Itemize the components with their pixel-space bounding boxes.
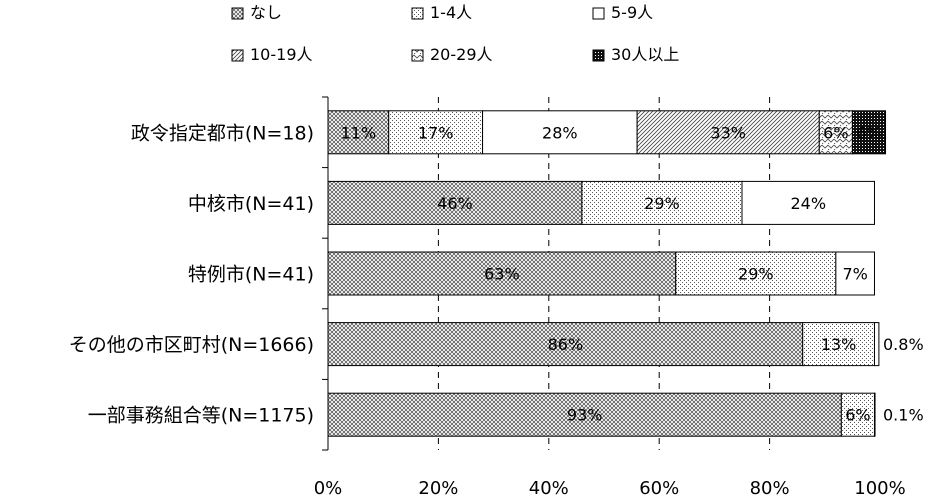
legend-label: 30人以上	[611, 45, 679, 64]
data-label: 0.8%	[883, 335, 924, 354]
category-label: 特例市(N=41)	[188, 264, 314, 286]
x-tick-label: 100%	[854, 478, 905, 499]
bar-segment	[741, 180, 875, 225]
bar-segment	[327, 110, 390, 155]
data-label: 24%	[790, 194, 826, 213]
category-label: 政令指定都市(N=18)	[131, 122, 314, 144]
bar-segment	[327, 392, 842, 437]
legend: なし 1-4人 5-9人 10-19人 20-29人 30人以上	[231, 3, 679, 64]
bar-segment	[818, 110, 853, 155]
bar-segment	[835, 251, 875, 296]
x-tick-label: 40%	[529, 478, 569, 499]
bar-segment	[636, 110, 820, 155]
data-label: 29%	[644, 194, 680, 213]
legend-swatch	[592, 7, 605, 20]
x-tick-label: 20%	[418, 478, 458, 499]
data-label: 6%	[823, 123, 848, 142]
data-label: 0.1%	[883, 406, 924, 425]
x-tick-label: 60%	[639, 478, 679, 499]
legend-label: なし	[250, 3, 282, 22]
legend-swatch	[411, 7, 424, 20]
data-label: 6%	[856, 123, 881, 142]
data-label: 11%	[341, 123, 377, 142]
bar-segment	[873, 322, 880, 367]
data-label: 17%	[418, 123, 454, 142]
legend-swatch	[592, 49, 605, 62]
legend-swatch	[411, 49, 424, 62]
data-label: 86%	[548, 335, 584, 354]
data-label: 13%	[821, 335, 857, 354]
legend-label: 10-19人	[250, 45, 313, 64]
bar-segment	[388, 110, 484, 155]
data-label: 29%	[738, 265, 774, 284]
category-label: その他の市区町村(N=1666)	[69, 334, 314, 356]
data-label: 33%	[710, 123, 746, 142]
data-label: 6%	[845, 406, 870, 425]
data-label: 7%	[842, 265, 867, 284]
data-label: 46%	[437, 194, 473, 213]
x-tick-label: 0%	[314, 478, 343, 499]
legend-swatch	[231, 7, 244, 20]
legend-label: 5-9人	[611, 3, 653, 22]
data-label: 93%	[567, 406, 603, 425]
legend-swatch	[231, 49, 244, 62]
category-label: 中核市(N=41)	[188, 193, 314, 215]
x-tick-label: 80%	[750, 478, 790, 499]
legend-label: 1-4人	[430, 3, 472, 22]
axes: 政令指定都市(N=18) 中核市(N=41) 特例市(N=41) その他の市区町村(N…	[69, 96, 906, 499]
bar-segment	[327, 322, 804, 367]
bar-segment	[802, 322, 875, 367]
bar-segment	[851, 110, 887, 155]
data-label: 28%	[542, 123, 578, 142]
bar-segment	[873, 392, 876, 437]
bars: 11% 17% 28% 33% 6% 6% 46% 29% 24% 63% 29% 7% 86% 13% 0…	[327, 110, 924, 437]
data-label: 63%	[484, 265, 520, 284]
bar-segment	[327, 180, 583, 225]
category-label: 一部事務組合等(N=1175)	[88, 405, 314, 427]
bar-segment	[482, 110, 638, 155]
legend-label: 20-29人	[430, 45, 493, 64]
